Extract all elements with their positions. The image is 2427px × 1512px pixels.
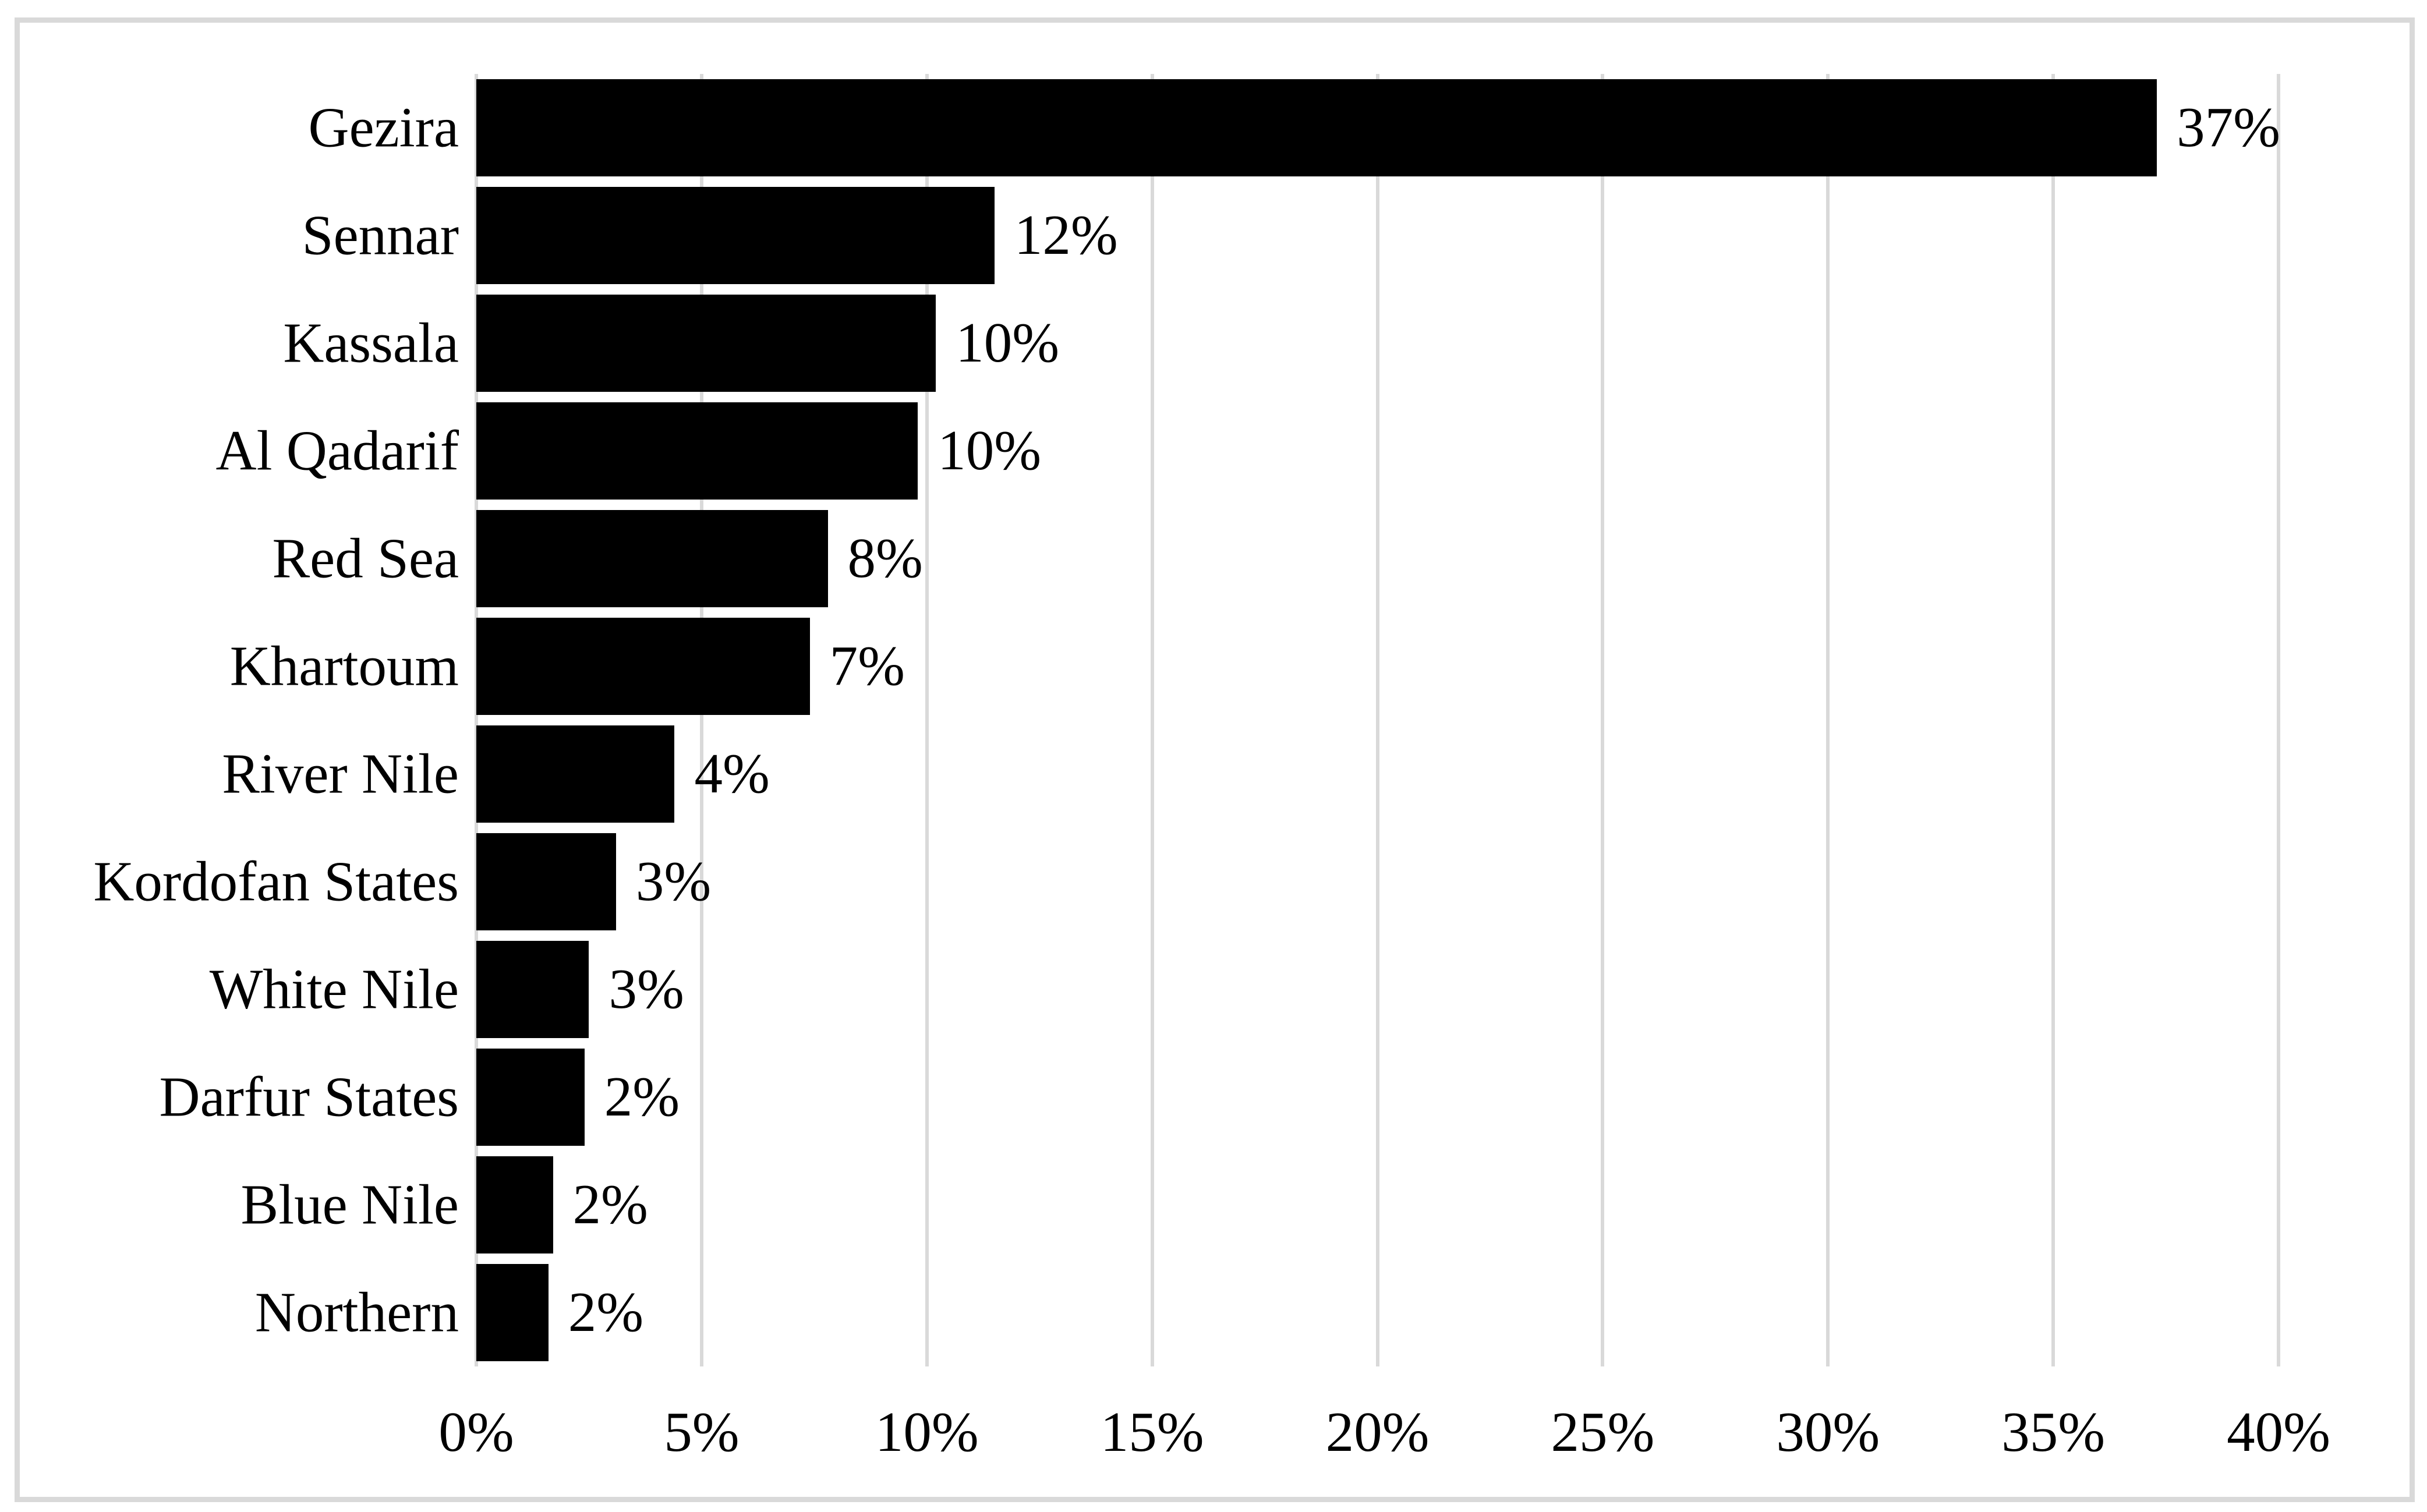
value-label: 2% [572, 1173, 648, 1236]
gridline [2277, 74, 2280, 1366]
value-label: 8% [847, 527, 923, 590]
bar [476, 833, 616, 930]
gridline [1375, 74, 1379, 1366]
x-tick-label: 15% [1100, 1401, 1204, 1463]
bar-row: Red Sea 8% [272, 505, 2279, 612]
x-tick-label: 10% [875, 1401, 979, 1463]
value-label: 12% [1014, 204, 1118, 267]
category-label: Northern [254, 1281, 459, 1344]
value-label: 10% [937, 419, 1042, 482]
bar [476, 510, 828, 607]
bar-row: Sennar 12% [302, 182, 2279, 289]
bar [476, 79, 2157, 176]
category-label: Al Qadarif [215, 419, 459, 482]
category-label: River Nile [222, 742, 459, 805]
bar [476, 941, 589, 1038]
plot-area: Gezira 37% Sennar 12% Kassala 10% Al Qad… [93, 74, 2280, 1366]
bar-rows: Gezira 37% Sennar 12% Kassala 10% Al Qad… [93, 74, 2280, 1366]
value-label: 2% [604, 1065, 680, 1128]
value-label: 37% [2177, 96, 2280, 159]
x-tick-label: 20% [1325, 1401, 1430, 1463]
bar [476, 402, 918, 500]
gridline [925, 74, 929, 1366]
bar-row: Darfur States 2% [160, 1043, 2279, 1151]
bar-row: River Nile 4% [222, 720, 2279, 828]
bar [476, 1156, 553, 1253]
bar [476, 725, 675, 823]
bar [476, 1049, 585, 1146]
chart-border [15, 17, 2415, 1502]
x-tick-label: 30% [1776, 1401, 1880, 1463]
category-label: Khartoum [229, 635, 459, 697]
bar-row: Kassala 10% [283, 289, 2279, 397]
bar-row: Gezira 37% [309, 74, 2280, 182]
gridline [1826, 74, 1830, 1366]
value-label: 10% [956, 311, 1060, 374]
bar [476, 1264, 549, 1361]
bar [476, 618, 810, 715]
bar [476, 295, 936, 392]
bar-row: White Nile 3% [210, 936, 2279, 1043]
bar-row: Al Qadarif 10% [216, 397, 2279, 505]
bar-row: Northern 2% [255, 1259, 2279, 1366]
value-label: 4% [694, 742, 770, 805]
bar-row: Blue Nile 2% [241, 1151, 2279, 1259]
gridline [1601, 74, 1605, 1366]
category-label: Sennar [302, 204, 459, 267]
gridline [699, 74, 703, 1366]
category-label: Kordofan States [93, 850, 459, 913]
bar [476, 187, 995, 284]
x-axis: 0% 5% 10% 15% 20% 25% 30% 35% 40% [438, 1400, 2330, 1475]
category-label: Blue Nile [240, 1173, 459, 1236]
value-label: 7% [829, 635, 905, 697]
value-label: 3% [608, 958, 684, 1021]
x-tick-label: 5% [664, 1401, 740, 1463]
category-label: Kassala [283, 311, 459, 374]
gridline [2051, 74, 2055, 1366]
value-label: 2% [568, 1281, 644, 1344]
x-tick-label: 40% [2227, 1401, 2330, 1463]
x-tick-label: 35% [2001, 1401, 2106, 1463]
gridline [475, 74, 478, 1366]
category-label: Gezira [308, 96, 459, 159]
category-label: Red Sea [272, 527, 459, 590]
bar-row: Khartoum 7% [230, 612, 2279, 720]
value-label: 3% [635, 850, 712, 913]
x-tick-label: 25% [1551, 1401, 1655, 1463]
category-label: White Nile [209, 958, 459, 1021]
category-label: Darfur States [159, 1065, 459, 1128]
gridline [1150, 74, 1154, 1366]
x-tick-label: 0% [438, 1401, 514, 1463]
bar-row: Kordofan States 3% [93, 828, 2279, 936]
